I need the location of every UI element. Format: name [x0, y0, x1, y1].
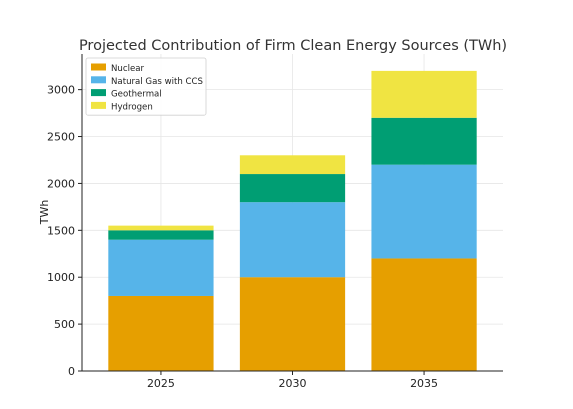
legend-swatch	[91, 76, 106, 84]
bar-segment	[371, 164, 477, 259]
bar-segment	[371, 258, 477, 371]
y-tick-label: 500	[54, 318, 75, 331]
legend-box	[85, 57, 207, 116]
bar-segment	[239, 174, 346, 203]
y-tick-label: 2000	[47, 177, 75, 190]
y-axis-label: TWh	[38, 200, 51, 226]
y-tick-label: 1000	[47, 271, 75, 284]
legend-swatch	[91, 63, 106, 71]
chart-title: Projected Contribution of Firm Clean Ene…	[79, 38, 507, 54]
bar-segment	[108, 230, 214, 240]
legend-swatch	[91, 101, 106, 109]
bars	[108, 70, 477, 371]
legend-label: Geothermal	[111, 90, 162, 100]
bar-segment	[239, 202, 346, 278]
legend: Nuclear Natural Gas with CCS Geothermal Hyd…	[85, 57, 207, 116]
legend-label: Nuclear	[111, 64, 145, 74]
axes: 0 500 1000 1500 2000 2500 3000 2025 2030 2035	[47, 54, 503, 390]
legend-swatch	[91, 89, 106, 97]
legend-label: Hydrogen	[111, 102, 153, 112]
bar-segment	[239, 155, 346, 175]
bar-segment	[108, 225, 214, 231]
y-tick-label: 0	[68, 365, 75, 378]
legend-label: Natural Gas with CCS	[111, 77, 203, 87]
bar-segment	[371, 70, 477, 118]
y-tick-label: 3000	[47, 84, 75, 97]
bar-segment	[108, 295, 214, 371]
y-tick-label: 2500	[47, 131, 75, 144]
x-tick-label: 2030	[279, 377, 307, 390]
bar-segment	[108, 239, 214, 296]
bar-segment	[371, 117, 477, 165]
x-tick-label: 2025	[147, 377, 175, 390]
y-tick-label: 1500	[47, 224, 75, 237]
bar-segment	[239, 277, 346, 371]
x-tick-label: 2035	[410, 377, 438, 390]
